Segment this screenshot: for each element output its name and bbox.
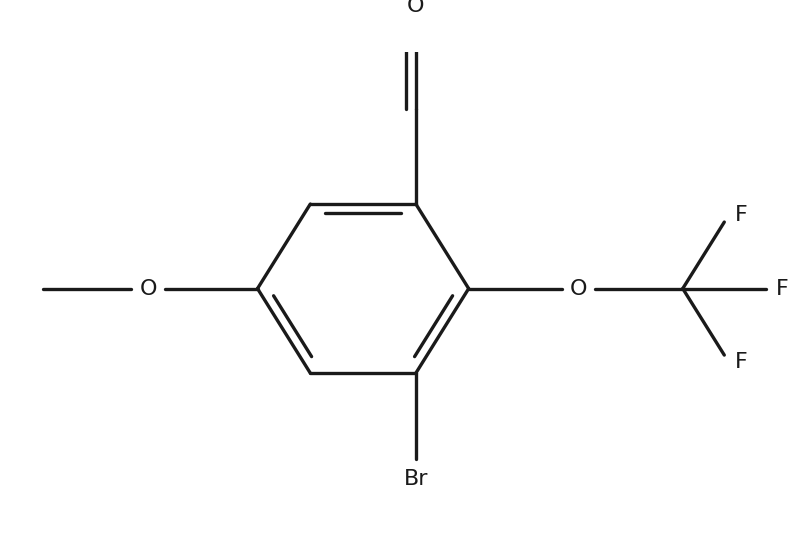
Text: Br: Br	[403, 469, 428, 489]
Text: F: F	[734, 352, 747, 372]
Text: O: O	[407, 0, 425, 16]
Text: F: F	[734, 205, 747, 225]
Text: O: O	[139, 279, 157, 299]
Text: O: O	[570, 279, 587, 299]
Text: F: F	[776, 279, 788, 299]
